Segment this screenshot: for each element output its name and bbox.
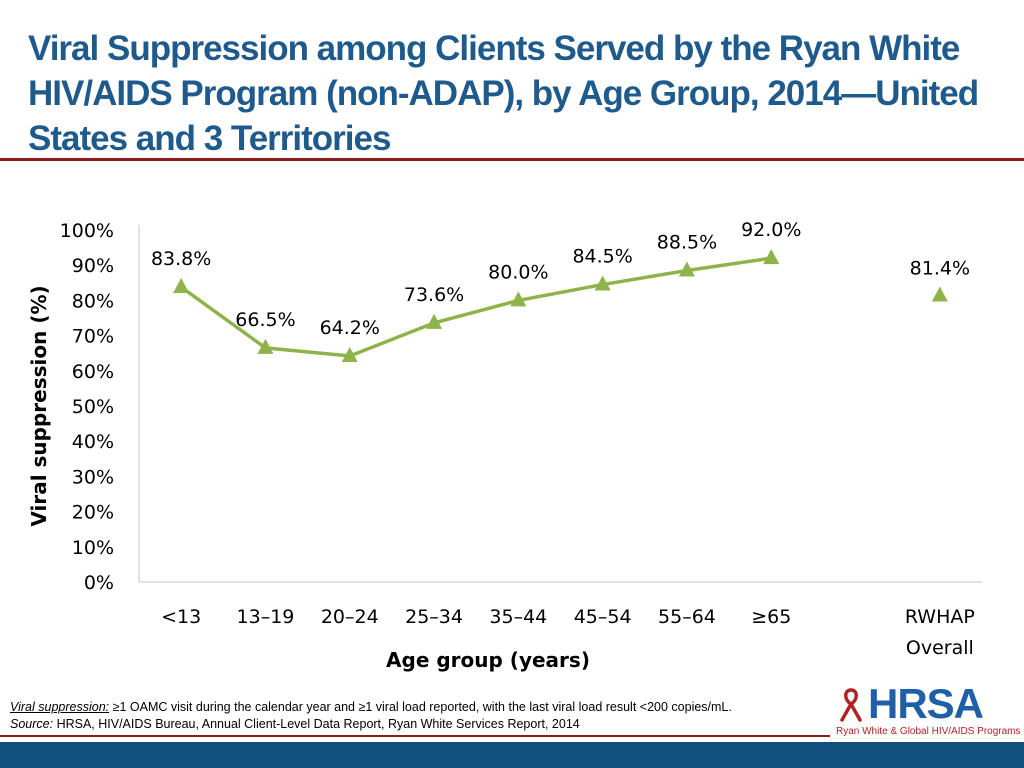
line-chart: 0% 10% 20% 30% 40% 50% 60% 70% 80% 90% 100% <13 13–1…	[27, 219, 982, 672]
data-label: 73.6%	[404, 284, 464, 306]
data-label: 81.4%	[910, 257, 970, 279]
y-tick-label: 80%	[72, 290, 114, 312]
x-tick-label: ≥65	[751, 606, 791, 628]
y-tick-label: 60%	[72, 361, 114, 383]
x-tick-label: 20–24	[321, 606, 379, 628]
y-tick-label: 50%	[72, 396, 114, 418]
data-label: 64.2%	[320, 317, 380, 339]
x-tick-label: 25–34	[405, 606, 463, 628]
data-point-marker	[510, 291, 527, 307]
y-tick-label: 30%	[72, 466, 114, 488]
data-point-marker	[594, 275, 611, 291]
slide-title: Viral Suppression among Clients Served b…	[28, 29, 979, 158]
x-tick-label: RWHAP	[905, 606, 975, 628]
x-tick-label: 45–54	[574, 606, 632, 628]
x-tick-label: 55–64	[658, 606, 716, 628]
source-label: Source:	[10, 717, 54, 731]
footnote-text: ≥1 OAMC visit during the calendar year a…	[109, 700, 732, 714]
footnote-label: Viral suppression:	[10, 700, 110, 714]
footer-bar	[0, 742, 1024, 768]
data-label: 84.5%	[572, 246, 632, 268]
logo-tagline: Ryan White & Global HIV/AIDS Programs	[836, 726, 1021, 737]
hrsa-logo: HRSA Ryan White & Global HIV/AIDS Progra…	[836, 680, 1021, 740]
x-tick-label: 13–19	[237, 606, 295, 628]
x-tick-label: Overall	[906, 637, 974, 659]
data-point-marker	[678, 261, 695, 277]
y-tick-label: 70%	[72, 326, 114, 348]
logo-text: HRSA	[868, 680, 984, 727]
x-tick-label: 35–44	[489, 606, 547, 628]
y-tick-label: 0%	[84, 572, 114, 594]
y-tick-label: 40%	[72, 431, 114, 453]
y-tick-label: 10%	[72, 537, 114, 559]
data-label: 80.0%	[488, 261, 548, 283]
footnote-source: Source: HRSA, HIV/AIDS Bureau, Annual Cl…	[10, 717, 580, 732]
footnote-definition: Viral suppression: ≥1 OAMC visit during …	[10, 700, 732, 715]
y-tick-label: 20%	[72, 502, 114, 524]
data-point-marker	[173, 278, 190, 294]
data-point-marker	[931, 286, 948, 302]
ribbon-icon	[840, 688, 862, 722]
data-point-marker	[426, 313, 443, 329]
y-tick-label: 90%	[72, 255, 114, 277]
data-point-marker	[763, 249, 780, 265]
series-line	[180, 256, 772, 358]
source-text: HRSA, HIV/AIDS Bureau, Annual Client-Lev…	[53, 717, 580, 731]
data-label: 83.8%	[151, 248, 211, 270]
title-divider	[0, 158, 1024, 161]
y-tick-label: 100%	[60, 220, 114, 242]
data-label: 92.0%	[741, 219, 801, 241]
data-label: 66.5%	[235, 309, 295, 331]
data-label: 88.5%	[657, 231, 717, 253]
data-point-marker	[257, 338, 274, 354]
y-axis-title: Viral suppression (%)	[27, 285, 51, 526]
footer-divider	[0, 735, 830, 737]
x-axis-title: Age group (years)	[386, 648, 590, 672]
data-point-marker	[341, 347, 358, 363]
x-tick-label: <13	[161, 606, 201, 628]
